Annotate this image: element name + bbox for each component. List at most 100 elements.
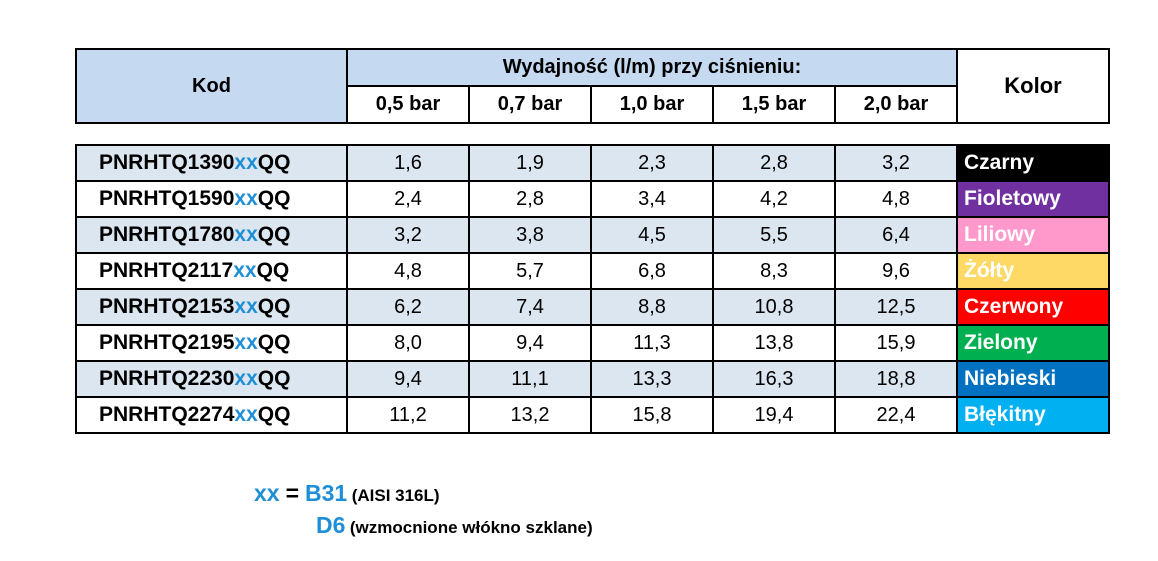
flow-value: 2,8 bbox=[468, 180, 592, 218]
code-xx: xx bbox=[234, 367, 258, 390]
flow-value: 19,4 bbox=[712, 396, 836, 434]
flow-value: 13,2 bbox=[468, 396, 592, 434]
product-code: PNRHTQ2153xxQQ bbox=[75, 288, 348, 326]
code-prefix: PNRHTQ2195 bbox=[99, 331, 235, 354]
flow-value: 6,8 bbox=[590, 252, 714, 290]
flow-value: 3,2 bbox=[834, 144, 958, 182]
product-code: PNRHTQ2230xxQQ bbox=[75, 360, 348, 398]
code-suffix: QQ bbox=[257, 295, 291, 318]
product-code: PNRHTQ2117xxQQ bbox=[75, 252, 348, 290]
flow-value: 8,8 bbox=[590, 288, 714, 326]
flow-value: 2,8 bbox=[712, 144, 836, 182]
flow-value: 1,9 bbox=[468, 144, 592, 182]
flow-value: 5,5 bbox=[712, 216, 836, 254]
table-row: PNRHTQ2195xxQQ 8,0 9,4 11,3 13,8 15,9 Zielony bbox=[75, 324, 1110, 362]
data-table: PNRHTQ1390xxQQ 1,6 1,9 2,3 2,8 3,2 Czarny PNRHT… bbox=[75, 144, 1110, 434]
code-suffix: QQ bbox=[257, 367, 291, 390]
code-suffix: QQ bbox=[257, 187, 291, 210]
code-suffix: QQ bbox=[257, 151, 291, 174]
kolor-header: Kolor bbox=[956, 48, 1110, 124]
flow-value: 4,2 bbox=[712, 180, 836, 218]
flow-value: 18,8 bbox=[834, 360, 958, 398]
table-row: PNRHTQ2230xxQQ 9,4 11,1 13,3 16,3 18,8 Niebies… bbox=[75, 360, 1110, 398]
code-prefix: PNRHTQ2153 bbox=[99, 295, 235, 318]
code-xx: xx bbox=[233, 259, 257, 282]
table-row: PNRHTQ2153xxQQ 6,2 7,4 8,8 10,8 12,5 Czerwony bbox=[75, 288, 1110, 326]
flow-value: 5,7 bbox=[468, 252, 592, 290]
flow-value: 9,4 bbox=[346, 360, 470, 398]
flow-value: 2,4 bbox=[346, 180, 470, 218]
table-row: PNRHTQ1780xxQQ 3,2 3,8 4,5 5,5 6,4 Liliowy bbox=[75, 216, 1110, 254]
code-suffix: QQ bbox=[256, 259, 290, 282]
product-code: PNRHTQ2274xxQQ bbox=[75, 396, 348, 434]
legend-line-2: D6 (wzmocnione włókno szklane) bbox=[254, 512, 593, 544]
flow-value: 2,3 bbox=[590, 144, 714, 182]
legend-option-1-code: B31 bbox=[305, 480, 348, 506]
kod-header: Kod bbox=[75, 48, 348, 124]
code-prefix: PNRHTQ1590 bbox=[99, 187, 235, 210]
table-row: PNRHTQ2274xxQQ 11,2 13,2 15,8 19,4 22,4 Błękit… bbox=[75, 396, 1110, 434]
flow-value: 11,1 bbox=[468, 360, 592, 398]
color-label: Błękitny bbox=[956, 396, 1110, 434]
code-prefix: PNRHTQ1780 bbox=[99, 223, 235, 246]
legend-option-2-desc: (wzmocnione włókno szklane) bbox=[349, 518, 593, 537]
product-code: PNRHTQ1590xxQQ bbox=[75, 180, 348, 218]
flow-value: 3,4 bbox=[590, 180, 714, 218]
pressure-header: 1,0 bar bbox=[590, 85, 714, 124]
color-label: Zielony bbox=[956, 324, 1110, 362]
header-table: Kod Wydajność (l/m) przy ciśnieniu: Kolo… bbox=[75, 48, 1110, 124]
color-label: Czerwony bbox=[956, 288, 1110, 326]
flow-value: 11,2 bbox=[346, 396, 470, 434]
product-code: PNRHTQ1390xxQQ bbox=[75, 144, 348, 182]
code-xx: xx bbox=[234, 331, 258, 354]
code-xx: xx bbox=[234, 151, 258, 174]
flow-value: 4,8 bbox=[834, 180, 958, 218]
flow-value: 8,0 bbox=[346, 324, 470, 362]
flow-value: 13,3 bbox=[590, 360, 714, 398]
color-label: Liliowy bbox=[956, 216, 1110, 254]
color-label: Fioletowy bbox=[956, 180, 1110, 218]
flow-value: 15,8 bbox=[590, 396, 714, 434]
flow-value: 7,4 bbox=[468, 288, 592, 326]
legend-equals: = bbox=[285, 480, 300, 506]
flow-value: 9,6 bbox=[834, 252, 958, 290]
code-xx: xx bbox=[234, 295, 258, 318]
legend-option-1-desc: (AISI 316L) bbox=[351, 486, 440, 505]
flow-value: 13,8 bbox=[712, 324, 836, 362]
legend-option-2-code: D6 bbox=[316, 512, 346, 538]
capacity-group-header: Wydajność (l/m) przy ciśnieniu: bbox=[346, 48, 958, 87]
flow-value: 3,2 bbox=[346, 216, 470, 254]
code-suffix: QQ bbox=[257, 331, 291, 354]
flow-value: 12,5 bbox=[834, 288, 958, 326]
flow-value: 1,6 bbox=[346, 144, 470, 182]
pressure-header: 1,5 bar bbox=[712, 85, 836, 124]
flow-value: 11,3 bbox=[590, 324, 714, 362]
legend: xx = B31 (AISI 316L) D6 (wzmocnione włókno… bbox=[254, 480, 593, 544]
pressure-header: 0,7 bar bbox=[468, 85, 592, 124]
flow-value: 3,8 bbox=[468, 216, 592, 254]
flow-value: 16,3 bbox=[712, 360, 836, 398]
table-row: PNRHTQ1590xxQQ 2,4 2,8 3,4 4,2 4,8 Fioletowy bbox=[75, 180, 1110, 218]
flow-value: 9,4 bbox=[468, 324, 592, 362]
table-row: PNRHTQ1390xxQQ 1,6 1,9 2,3 2,8 3,2 Czarny bbox=[75, 144, 1110, 182]
product-code: PNRHTQ2195xxQQ bbox=[75, 324, 348, 362]
color-label: Niebieski bbox=[956, 360, 1110, 398]
code-xx: xx bbox=[234, 223, 258, 246]
code-prefix: PNRHTQ2230 bbox=[99, 367, 235, 390]
code-prefix: PNRHTQ1390 bbox=[99, 151, 235, 174]
flow-value: 8,3 bbox=[712, 252, 836, 290]
legend-xx: xx bbox=[254, 480, 280, 506]
code-xx: xx bbox=[234, 187, 258, 210]
pressure-header: 2,0 bar bbox=[834, 85, 958, 124]
code-suffix: QQ bbox=[257, 223, 291, 246]
product-code: PNRHTQ1780xxQQ bbox=[75, 216, 348, 254]
flow-value: 4,5 bbox=[590, 216, 714, 254]
flow-value: 22,4 bbox=[834, 396, 958, 434]
flow-value: 4,8 bbox=[346, 252, 470, 290]
code-prefix: PNRHTQ2117 bbox=[99, 259, 234, 282]
color-label: Żółty bbox=[956, 252, 1110, 290]
flow-value: 10,8 bbox=[712, 288, 836, 326]
flow-value: 6,2 bbox=[346, 288, 470, 326]
flow-value: 6,4 bbox=[834, 216, 958, 254]
table-row: PNRHTQ2117xxQQ 4,8 5,7 6,8 8,3 9,6 Żółty bbox=[75, 252, 1110, 290]
